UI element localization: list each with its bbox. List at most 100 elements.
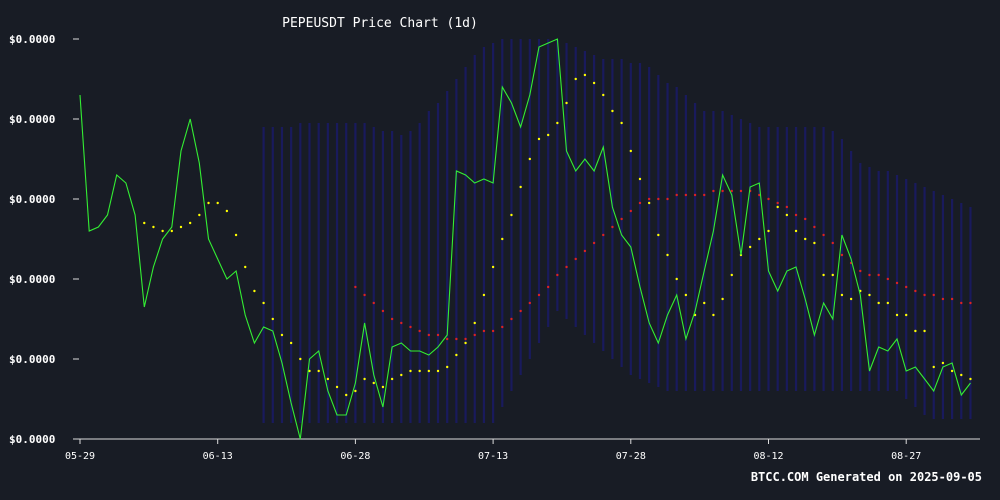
ma-short-point [262, 301, 265, 305]
ma-short-point [960, 373, 963, 377]
ma-short-point [390, 377, 394, 381]
ma-short-point [326, 377, 330, 381]
ma-long-point [905, 285, 908, 289]
ma-short-point [583, 73, 587, 77]
ma-long-point [409, 325, 412, 329]
ma-long-point [767, 197, 770, 201]
ma-short-point [932, 365, 935, 369]
ma-short-point [363, 377, 366, 381]
ma-long-point [831, 241, 834, 245]
ma-short-point [629, 149, 632, 153]
ma-short-point [969, 377, 972, 381]
y-tick-label: $0.0000 [9, 33, 55, 46]
ma-short-point [271, 317, 274, 321]
ma-long-point [868, 273, 871, 277]
ma-short-point [602, 93, 605, 97]
ma-short-point [188, 221, 192, 225]
ma-short-point [840, 293, 844, 297]
ma-long-point [611, 225, 614, 229]
ma-short-point [409, 369, 412, 373]
ma-short-point [804, 237, 807, 241]
ma-long-point [895, 281, 899, 285]
ma-short-point [446, 365, 449, 369]
y-tick-label: $0.0000 [9, 113, 55, 126]
ma-short-point [519, 185, 522, 189]
y-tick-label: $0.0000 [9, 353, 55, 366]
y-ticks: $0.0000 $0.0000 $0.0000 $0.0000 $0.0000 $0.00… [9, 33, 79, 446]
ma-long-point [886, 277, 890, 281]
ma-long-point [427, 333, 431, 337]
ma-long-point [400, 321, 403, 325]
footer-credit: BTCC.COM Generated on 2025-09-05 [750, 470, 982, 484]
ma-short-point [776, 205, 779, 209]
ma-long-point [546, 285, 550, 289]
ma-long-point [556, 273, 559, 277]
ma-long-point [592, 241, 596, 245]
ma-short-point [941, 361, 945, 365]
ma-short-point [253, 289, 256, 293]
ma-long-point [354, 285, 357, 289]
ma-long-point [647, 197, 651, 201]
ma-short-point [418, 369, 421, 373]
ma-short-point [767, 229, 770, 233]
ma-long-point [721, 189, 724, 193]
ma-long-point [390, 317, 394, 321]
ma-short-point [620, 121, 623, 125]
ma-short-point [299, 357, 302, 361]
ma-short-point [730, 273, 733, 277]
ma-short-point [372, 381, 375, 385]
moving-average-short-layer [143, 73, 972, 397]
ma-short-point [482, 293, 486, 297]
ma-short-point [501, 237, 504, 241]
ma-long-point [657, 197, 660, 201]
x-tick-label: 07-28 [616, 451, 646, 462]
ma-long-point [565, 265, 568, 269]
ma-short-point [143, 221, 146, 225]
ma-short-point [161, 229, 164, 233]
x-ticks: 05-29 06-13 06-28 07-13 07-28 08-12 08-27 [65, 439, 921, 462]
ma-short-point [244, 265, 247, 269]
ma-long-point [703, 193, 706, 197]
ma-long-point [629, 209, 632, 213]
ma-long-point [482, 329, 486, 333]
ma-short-point [822, 273, 825, 277]
ma-short-point [647, 201, 651, 205]
ma-short-point [179, 225, 183, 229]
ma-long-point [950, 297, 954, 301]
chart-title: PEPEUSDT Price Chart (1d) [282, 16, 478, 31]
ma-short-point [455, 353, 458, 357]
ma-long-point [455, 337, 458, 341]
ma-short-point [198, 213, 201, 217]
ma-long-point [877, 273, 880, 277]
ma-short-point [473, 321, 476, 325]
ma-short-point [170, 229, 173, 233]
ma-long-point [620, 217, 623, 221]
ma-long-point [730, 189, 733, 193]
ma-short-point [427, 369, 431, 373]
ma-long-point [666, 197, 669, 201]
moving-average-long-layer [354, 189, 972, 341]
ma-short-point [813, 241, 816, 245]
ma-short-point [510, 213, 513, 217]
ma-short-point [464, 341, 467, 345]
ma-short-point [234, 233, 238, 237]
ma-short-point [335, 385, 339, 389]
ma-short-point [592, 81, 596, 85]
y-tick-label: $0.0000 [9, 433, 55, 446]
ma-short-point [152, 225, 155, 229]
ma-short-point [638, 177, 642, 181]
ma-short-point [748, 245, 752, 249]
ma-short-point [666, 253, 669, 257]
ma-long-point [794, 213, 798, 217]
bollinger-band-layer [262, 39, 972, 423]
ma-short-point [574, 77, 577, 81]
ma-short-point [289, 341, 293, 345]
y-tick-label: $0.0000 [9, 273, 55, 286]
ma-short-point [280, 333, 284, 337]
ma-short-point [831, 273, 834, 277]
ma-long-point [583, 249, 587, 253]
ma-short-point [684, 293, 688, 297]
x-tick-label: 06-13 [203, 451, 233, 462]
ma-long-point [491, 329, 495, 333]
